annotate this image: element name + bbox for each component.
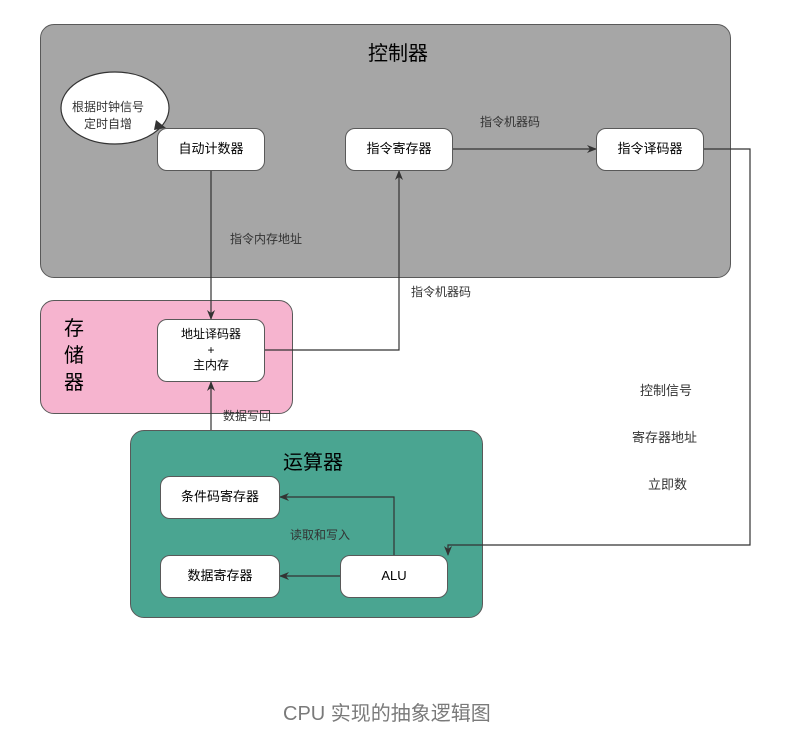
selfloop-label: 根据时钟信号 定时自增: [72, 98, 144, 132]
controller-title: 控制器: [368, 37, 428, 66]
edge-label-0: 指令内存地址: [230, 230, 302, 247]
memory-title: 存 储 器: [64, 316, 84, 397]
edge-label-5: 读取和写入: [290, 526, 350, 543]
node-label: 指令寄存器: [366, 141, 431, 158]
edge-label-6: 数据写回: [223, 407, 271, 424]
node-memory: 地址译码器 + 主内存: [157, 319, 265, 382]
side-label-1: 寄存器地址: [632, 427, 697, 446]
node-label: 数据寄存器: [187, 568, 252, 585]
side-label-0: 控制信号: [640, 380, 692, 399]
node-condition-code-register: 条件码寄存器: [160, 476, 280, 519]
edge-label-1: 指令机器码: [411, 283, 471, 300]
node-label: 条件码寄存器: [181, 489, 259, 506]
node-label: 指令译码器: [617, 141, 682, 158]
diagram-caption: CPU 实现的抽象逻辑图: [283, 697, 491, 726]
node-label: 地址译码器 + 主内存: [181, 327, 241, 374]
node-alu: ALU: [340, 555, 448, 598]
node-instruction-register: 指令寄存器: [345, 128, 453, 171]
node-label: ALU: [381, 568, 406, 585]
alu-title: 运算器: [283, 446, 343, 475]
node-instruction-decoder: 指令译码器: [596, 128, 704, 171]
node-label: 自动计数器: [178, 141, 243, 158]
node-data-register: 数据寄存器: [160, 555, 280, 598]
side-label-2: 立即数: [648, 474, 687, 493]
node-autocounter: 自动计数器: [157, 128, 265, 171]
edge-label-2: 指令机器码: [480, 113, 540, 130]
